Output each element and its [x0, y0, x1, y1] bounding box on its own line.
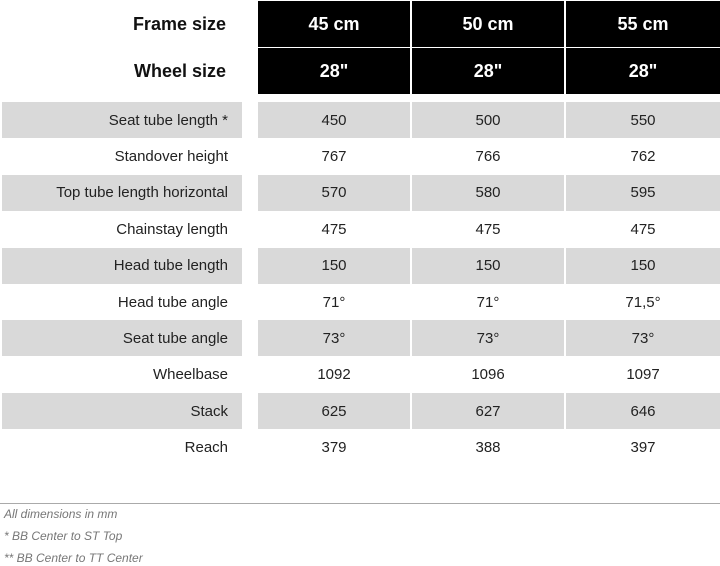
row-value: 150	[258, 247, 410, 284]
row-value: 550	[566, 102, 720, 138]
row-value: 150	[412, 247, 564, 284]
row-value: 500	[412, 102, 564, 138]
frame-size-50: 50 cm	[412, 1, 564, 47]
row-label: Top tube length horizontal	[2, 174, 242, 211]
row-value: 475	[475, 220, 501, 238]
table-row: Head tube length 150 150 150	[0, 247, 720, 284]
wheel-size-label: Wheel size	[133, 60, 226, 81]
row-value: 1096	[471, 366, 505, 384]
row-value: 450	[258, 102, 410, 138]
table-row: Seat tube length * 450 500 550	[0, 102, 720, 138]
row-value: 73°	[258, 320, 410, 357]
row-label: Wheelbase	[152, 366, 228, 384]
table-row: Chainstay length 475 475 475	[0, 211, 720, 247]
row-label: Standover height	[114, 147, 228, 165]
row-value: 397	[630, 439, 656, 457]
table-row: Head tube angle 71° 71° 71,5°	[0, 284, 720, 320]
row-value: 580	[412, 174, 564, 211]
row-label: Stack	[2, 393, 242, 430]
row-label: Head tube length	[2, 247, 242, 284]
row-label: Seat tube length *	[2, 102, 242, 138]
row-label: Head tube angle	[117, 293, 228, 311]
row-value: 73°	[566, 320, 720, 357]
row-value: 766	[475, 147, 501, 165]
wheel-size-45: 28"	[258, 48, 410, 94]
row-value: 71°	[322, 293, 346, 311]
row-value: 71°	[476, 293, 500, 311]
row-value: 627	[412, 393, 564, 430]
frame-size-label: Frame size	[132, 13, 226, 34]
footnote-seat-tube: * BB Center to ST Top	[4, 529, 123, 543]
row-label: Chainstay length	[116, 220, 228, 238]
table-row: Stack 625 627 646	[0, 393, 720, 430]
frame-size-55: 55 cm	[566, 1, 720, 47]
row-value: 73°	[412, 320, 564, 357]
table-row: Top tube length horizontal 570 580 595	[0, 174, 720, 211]
row-value: 150	[566, 247, 720, 284]
row-value: 475	[630, 220, 656, 238]
row-value: 388	[475, 439, 501, 457]
table-row: Reach 379 388 397	[0, 430, 720, 466]
table-row: Wheelbase 1092 1096 1097	[0, 357, 720, 393]
wheel-size-55: 28"	[566, 48, 720, 94]
row-value: 1097	[626, 366, 660, 384]
footer-divider	[0, 503, 720, 504]
frame-size-45: 45 cm	[258, 1, 410, 47]
footnote-units: All dimensions in mm	[4, 507, 118, 521]
row-value: 646	[566, 393, 720, 430]
row-value: 379	[321, 439, 347, 457]
row-value: 625	[258, 393, 410, 430]
row-value: 570	[258, 174, 410, 211]
row-label: Reach	[184, 439, 228, 457]
row-value: 762	[630, 147, 656, 165]
wheel-size-50: 28"	[412, 48, 564, 94]
row-value: 1092	[317, 366, 351, 384]
row-value: 595	[566, 174, 720, 211]
row-value: 71,5°	[625, 293, 661, 311]
row-label: Seat tube angle	[2, 320, 242, 357]
row-value: 475	[321, 220, 347, 238]
table-row: Standover height 767 766 762	[0, 138, 720, 174]
row-value: 767	[321, 147, 347, 165]
table-row: Seat tube angle 73° 73° 73°	[0, 320, 720, 357]
footnote-top-tube: ** BB Center to TT Center	[4, 551, 143, 565]
